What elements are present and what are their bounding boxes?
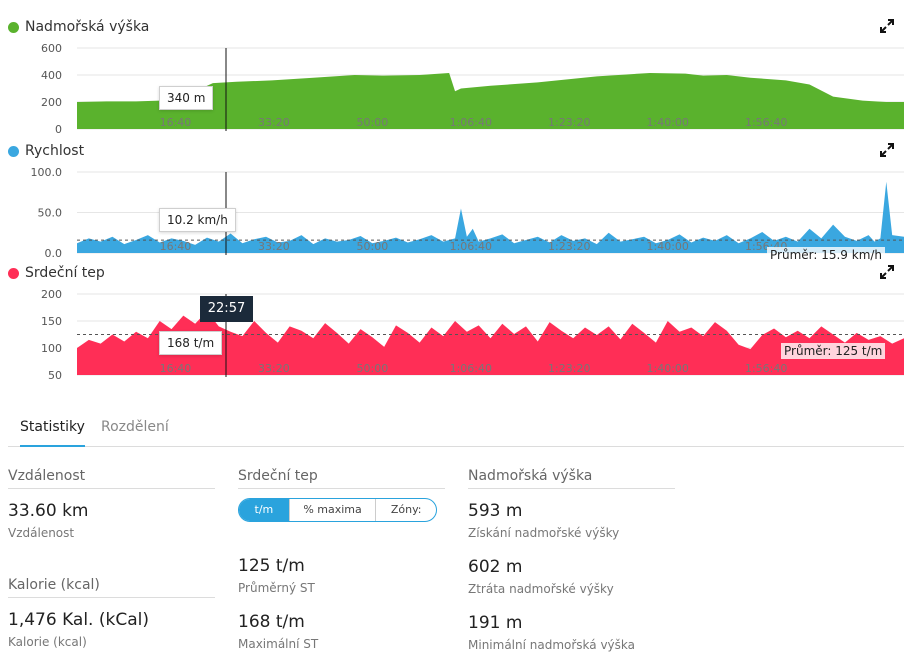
heart-rate-section: Srdeční tep bbox=[238, 468, 445, 489]
elevation-y-tick: 0 bbox=[55, 123, 62, 133]
elevation-y-tick: 200 bbox=[41, 96, 62, 109]
distance-label: Vzdálenost bbox=[8, 526, 75, 540]
speed-average-label: Průměr: 15.9 km/h bbox=[767, 247, 886, 263]
elevation-x-tick: 1:23:20 bbox=[548, 116, 590, 129]
elevation-x-tick: 50:00 bbox=[357, 116, 389, 129]
heart-y-tick: 100 bbox=[41, 342, 62, 355]
heart-x-tick: 1:40:00 bbox=[647, 362, 689, 375]
elevation-loss-value: 602 m bbox=[468, 557, 523, 577]
expand-icon[interactable] bbox=[880, 143, 894, 157]
speed-x-tick: 1:06:40 bbox=[450, 240, 492, 253]
speed-y-tick: 50.0 bbox=[38, 207, 63, 220]
speed-chart-title: Rychlost bbox=[25, 143, 85, 159]
elevation-gain-label: Získání nadmořské výšky bbox=[468, 526, 620, 540]
distance-value: 33.60 km bbox=[8, 501, 89, 521]
heart-rate-unit-toggle: t/m % maxima Zóny: bbox=[238, 498, 437, 522]
elevation-y-tick: 400 bbox=[41, 69, 62, 82]
elevation-plot: 600 400 200 0 16:40 33:20 50:00 1:06:40 1:23:20 1… bbox=[41, 42, 904, 133]
heart-legend-dot bbox=[8, 267, 19, 279]
distance-section: Vzdálenost 33.60 km Vzdálenost bbox=[8, 468, 215, 540]
max-heart-rate: 168 t/m Maximální ST bbox=[238, 612, 445, 651]
elevation-x-tick: 1:56:40 bbox=[745, 116, 787, 129]
heart-plot: 200 150 100 50 16:40 33:20 50:00 1:06:40 1:23:20… bbox=[41, 288, 904, 379]
speed-legend-dot bbox=[8, 145, 19, 157]
heart-x-tick: 33:20 bbox=[258, 362, 290, 375]
expand-icon[interactable] bbox=[880, 19, 894, 33]
elevation-chart-title: Nadmořská výška bbox=[25, 19, 150, 35]
max-heart-rate-label: Maximální ST bbox=[238, 637, 319, 651]
heart-chart: 200 150 100 50 16:40 33:20 50:00 1:06:40 1:23:20… bbox=[0, 263, 921, 379]
elevation-min-value: 191 m bbox=[468, 613, 523, 633]
heart-x-tick: 1:06:40 bbox=[450, 362, 492, 375]
elevation-loss-label: Ztráta nadmořské výšky bbox=[468, 582, 614, 596]
elevation-x-tick: 16:40 bbox=[160, 116, 192, 129]
heart-tooltip: 168 t/m bbox=[159, 331, 223, 355]
max-heart-rate-value: 168 t/m bbox=[238, 612, 305, 632]
heart-x-tick: 50:00 bbox=[357, 362, 389, 375]
elevation-x-tick: 33:20 bbox=[258, 116, 290, 129]
elevation-x-tick: 1:06:40 bbox=[450, 116, 492, 129]
elevation-min-label: Minimální nadmořská výška bbox=[468, 638, 636, 652]
calories-value: 1,476 Kal. (kCal) bbox=[8, 610, 149, 630]
speed-plot: 100.0 50.0 0.0 16:40 33:20 50:00 1:06:40 1:23:2… bbox=[31, 166, 904, 257]
elevation-gain-value: 593 m bbox=[468, 501, 523, 521]
speed-chart-header: Rychlost bbox=[8, 141, 84, 161]
heart-y-tick: 50 bbox=[48, 369, 62, 379]
heart-chart-header: Srdeční tep bbox=[8, 263, 105, 283]
speed-area bbox=[77, 181, 904, 253]
elevation-chart-header: Nadmořská výška bbox=[8, 17, 149, 37]
calories-label: Kalorie (kcal) bbox=[8, 635, 87, 649]
elevation-section-title: Nadmořská výška bbox=[468, 468, 675, 489]
heart-x-tick: 1:56:40 bbox=[745, 362, 787, 375]
speed-y-tick: 0.0 bbox=[45, 247, 63, 257]
heart-chart-title: Srdeční tep bbox=[25, 265, 105, 281]
speed-x-tick: 16:40 bbox=[160, 240, 192, 253]
elevation-x-tick: 1:40:00 bbox=[647, 116, 689, 129]
heart-y-tick: 150 bbox=[41, 315, 62, 328]
elevation-section: Nadmořská výška 593 m Získání nadmořské … bbox=[468, 468, 675, 652]
heart-average-label: Průměr: 125 t/m bbox=[781, 343, 886, 359]
speed-tooltip: 10.2 km/h bbox=[159, 208, 236, 232]
speed-chart: 100.0 50.0 0.0 16:40 33:20 50:00 1:06:40 1:23:2… bbox=[0, 141, 921, 263]
avg-heart-rate: 125 t/m Průměrný ST bbox=[238, 556, 445, 595]
speed-y-tick: 100.0 bbox=[31, 166, 63, 179]
speed-x-tick: 1:40:00 bbox=[647, 240, 689, 253]
cursor-time-label: 22:57 bbox=[200, 296, 253, 322]
elevation-chart: 600 400 200 0 16:40 33:20 50:00 1:06:40 1:23:20 1… bbox=[0, 17, 921, 133]
speed-x-tick: 33:20 bbox=[258, 240, 290, 253]
calories-section: Kalorie (kcal) 1,476 Kal. (kCal) Kalorie… bbox=[8, 577, 215, 649]
unit-zones-option[interactable]: Zóny: bbox=[375, 499, 436, 521]
elevation-area bbox=[77, 72, 904, 129]
unit-percent-max-option[interactable]: % maxima bbox=[288, 499, 376, 521]
heart-rate-section-title: Srdeční tep bbox=[238, 468, 445, 489]
avg-heart-rate-value: 125 t/m bbox=[238, 556, 305, 576]
heart-y-tick: 200 bbox=[41, 288, 62, 301]
calories-section-title: Kalorie (kcal) bbox=[8, 577, 215, 598]
expand-icon[interactable] bbox=[880, 265, 894, 279]
avg-heart-rate-label: Průměrný ST bbox=[238, 581, 315, 595]
heart-x-tick: 16:40 bbox=[160, 362, 192, 375]
elevation-tooltip: 340 m bbox=[159, 86, 214, 110]
speed-x-tick: 1:23:20 bbox=[548, 240, 590, 253]
tab-rozdeleni[interactable]: Rozdělení bbox=[101, 419, 169, 435]
distance-section-title: Vzdálenost bbox=[8, 468, 215, 489]
unit-bpm-option[interactable]: t/m bbox=[239, 499, 289, 521]
elevation-legend-dot bbox=[8, 21, 19, 33]
tab-statistiky[interactable]: Statistiky bbox=[20, 408, 85, 447]
tab-bar: Statistiky Rozdělení bbox=[8, 408, 904, 447]
heart-x-tick: 1:23:20 bbox=[548, 362, 590, 375]
elevation-y-tick: 600 bbox=[41, 42, 62, 55]
speed-x-tick: 50:00 bbox=[357, 240, 389, 253]
heart-area bbox=[77, 311, 904, 375]
